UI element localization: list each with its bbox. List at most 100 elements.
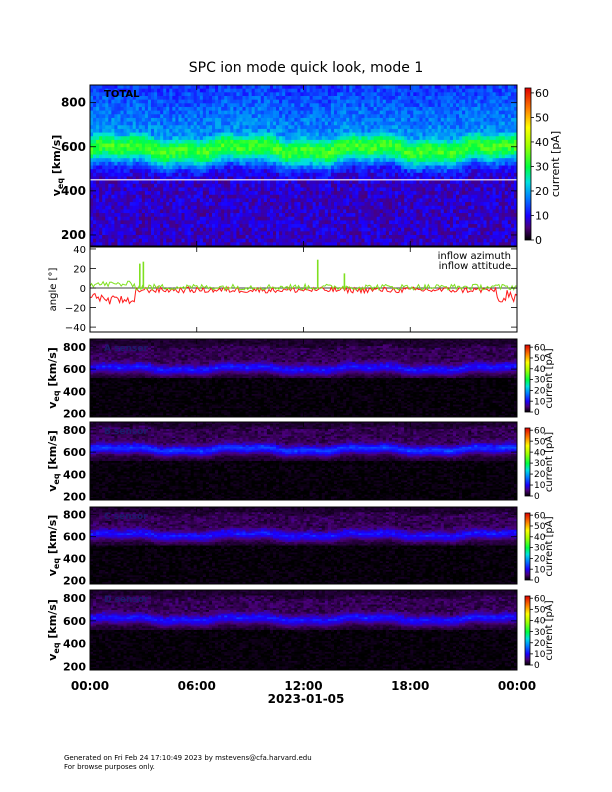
heatmap-cell	[105, 238, 109, 243]
heatmap-cell	[144, 231, 149, 236]
heatmap-cell	[132, 106, 137, 112]
heatmap-cell	[425, 114, 429, 119]
heatmap-cell	[190, 128, 195, 133]
heatmap-cell	[111, 110, 115, 115]
heatmap-cell	[303, 99, 307, 104]
heatmap-cell	[114, 187, 118, 192]
heatmap-cell	[269, 235, 274, 240]
heatmap-cell	[370, 103, 375, 108]
heatmap-cell	[388, 128, 393, 133]
heatmap-cell	[99, 180, 103, 185]
heatmap-cell	[251, 92, 256, 97]
heatmap-cell	[327, 85, 332, 90]
heatmap-cell	[282, 125, 286, 130]
heatmap-cell	[181, 202, 185, 207]
heatmap-cell	[431, 136, 436, 141]
heatmap-cell	[294, 99, 298, 104]
heatmap-cell	[129, 202, 134, 207]
heatmap-cell	[163, 209, 167, 214]
heatmap-cell	[425, 139, 429, 144]
heatmap-cell	[263, 202, 268, 207]
heatmap-cell	[135, 154, 140, 159]
heatmap-cell	[413, 139, 417, 144]
heatmap-cell	[318, 88, 323, 93]
heatmap-cell	[239, 158, 243, 163]
heatmap-cell	[312, 176, 317, 181]
heatmap-cell	[294, 205, 298, 210]
heatmap-cell	[178, 117, 182, 122]
heatmap-cell	[352, 242, 356, 247]
heatmap-cell	[257, 238, 262, 243]
heatmap-cell	[422, 198, 426, 203]
heatmap-cell	[309, 180, 314, 185]
heatmap-cell	[358, 205, 362, 210]
heatmap-cell	[410, 154, 414, 159]
heatmap-cell	[93, 220, 97, 225]
heatmap-cell	[224, 132, 228, 137]
heatmap-cell	[355, 85, 359, 90]
heatmap-cell	[126, 139, 131, 144]
heatmap-cell	[187, 216, 192, 221]
heatmap-cell	[334, 165, 338, 170]
heatmap-cell	[151, 191, 155, 196]
heatmap-cell	[129, 161, 134, 166]
heatmap-cell	[126, 88, 131, 93]
heatmap-cell	[279, 158, 283, 163]
heatmap-cell	[413, 180, 417, 185]
heatmap-cell	[297, 220, 301, 225]
heatmap-cell	[230, 139, 234, 144]
heatmap-cell	[309, 143, 314, 148]
heatmap-cell	[382, 92, 387, 97]
heatmap-cell	[413, 95, 417, 101]
heatmap-cell	[199, 180, 204, 185]
heatmap-cell	[138, 242, 143, 247]
heatmap-cell	[266, 85, 271, 90]
heatmap-cell	[398, 238, 402, 243]
heatmap-cell	[154, 106, 158, 112]
heatmap-cell	[324, 194, 329, 199]
heatmap-cell	[93, 147, 97, 152]
heatmap-cell	[144, 194, 149, 199]
heatmap-cell	[196, 242, 201, 247]
heatmap-cell	[282, 235, 286, 240]
heatmap-cell	[151, 85, 155, 90]
heatmap-cell	[90, 180, 94, 185]
heatmap-cell	[172, 172, 176, 177]
heatmap-cell	[388, 235, 393, 240]
heatmap-cell	[208, 242, 213, 247]
heatmap-cell	[208, 103, 213, 108]
heatmap-cell	[321, 147, 326, 152]
heatmap-cell	[157, 103, 161, 108]
heatmap-cell	[315, 191, 320, 196]
heatmap-cell	[285, 106, 289, 112]
heatmap-cell	[422, 132, 426, 137]
heatmap-cell	[111, 103, 115, 108]
heatmap-cell	[138, 224, 143, 229]
heatmap-cell	[337, 85, 341, 90]
heatmap-cell	[215, 231, 219, 236]
heatmap-cell	[300, 202, 304, 207]
heatmap-cell	[163, 205, 167, 210]
heatmap-cell	[224, 172, 228, 177]
heatmap-cell	[413, 158, 417, 163]
heatmap-cell	[349, 172, 353, 177]
heatmap-cell	[401, 172, 405, 177]
heatmap-cell	[334, 209, 338, 214]
heatmap-cell	[233, 161, 237, 166]
heatmap-cell	[388, 147, 393, 152]
heatmap-cell	[398, 136, 402, 141]
heatmap-cell	[184, 143, 188, 148]
heatmap-cell	[242, 213, 246, 218]
heatmap-cell	[282, 191, 286, 196]
heatmap-cell	[233, 202, 237, 207]
heatmap-cell	[212, 158, 216, 163]
heatmap-cell	[321, 128, 326, 133]
heatmap-cell	[248, 106, 253, 112]
heatmap-cell	[407, 125, 411, 130]
heatmap-cell	[254, 147, 259, 152]
heatmap-cell	[147, 165, 152, 170]
heatmap-cell	[385, 136, 390, 141]
heatmap-cell	[160, 172, 164, 177]
heatmap-cell	[306, 238, 310, 243]
heatmap-cell	[224, 128, 228, 133]
